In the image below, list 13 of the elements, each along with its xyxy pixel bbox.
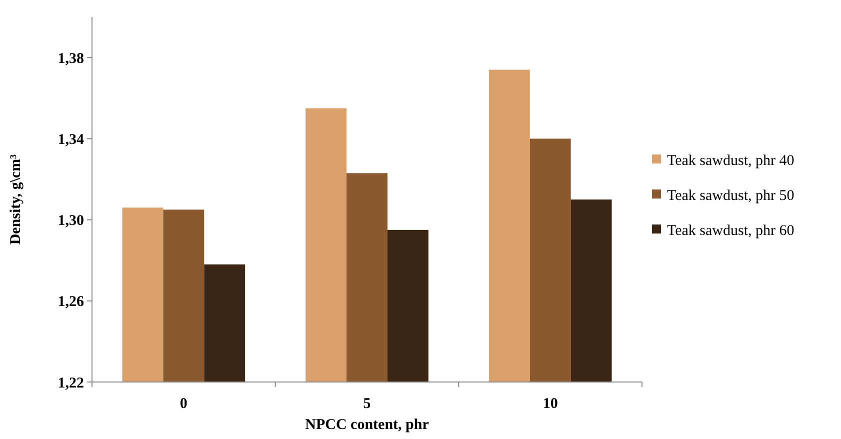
legend-label: Teak sawdust, phr 40	[667, 152, 794, 169]
y-axis-title: Density, g\cm³	[8, 154, 24, 245]
legend-label: Teak sawdust, phr 50	[667, 188, 794, 204]
legend-label: Teak sawdust, phr 60	[667, 222, 794, 239]
y-tick-label: 1,26	[58, 294, 84, 310]
x-axis-title: NPCC content, phr	[305, 417, 430, 433]
x-tick-label: 0	[180, 396, 188, 412]
x-tick-label: 10	[542, 396, 558, 412]
y-tick-label: 1,22	[58, 375, 84, 392]
y-tick-label: 1,34	[58, 132, 84, 148]
y-tick-label: 1,30	[58, 213, 84, 230]
y-tick-label: 1,38	[58, 50, 84, 67]
x-tick-label: 5	[363, 396, 371, 412]
